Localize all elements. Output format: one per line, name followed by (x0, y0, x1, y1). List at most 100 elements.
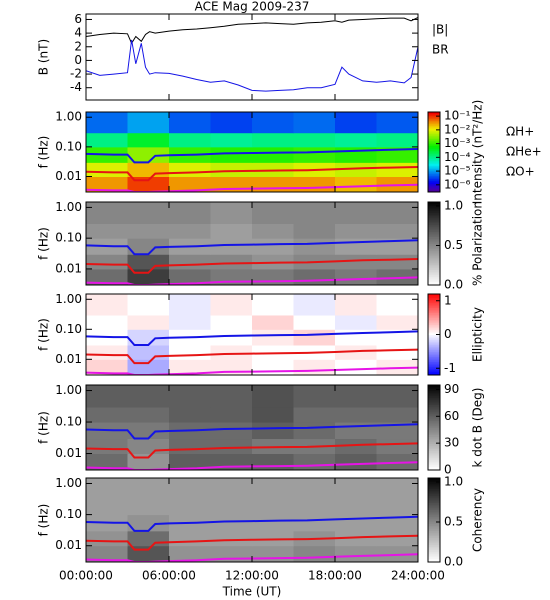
colorbar-step (428, 255, 440, 258)
heatmap-cell (252, 294, 294, 316)
colorbar-label: Coherency (471, 488, 485, 552)
colorbar-step (428, 416, 440, 420)
colorbar-step (428, 359, 440, 362)
colorbar-frame (427, 201, 441, 286)
heatmap-cell (210, 314, 253, 330)
colorbar-tick-label: 1.0 (444, 198, 463, 212)
heatmap-cell (210, 202, 253, 224)
colorbar-step (428, 125, 440, 128)
colorbar-step (428, 432, 440, 436)
heatmap-cell (210, 407, 253, 423)
colorbar-label: Ellipticity (471, 307, 485, 362)
colorbar-step (428, 178, 440, 181)
heatmap-cell (252, 422, 294, 440)
colorbar-step (428, 309, 440, 312)
heatmap-cell (127, 478, 170, 501)
y-axis-label: f (Hz) (37, 318, 51, 351)
heatmap-cell (293, 514, 336, 532)
heatmap-cell (169, 162, 211, 178)
colorbar-step (428, 422, 440, 425)
colorbar-step (428, 409, 440, 413)
colorbar-step (428, 112, 440, 115)
colorbar-step (428, 397, 440, 400)
colorbar-step (428, 539, 440, 542)
colorbar-step (428, 135, 440, 138)
colorbar-tick-label: 0 (444, 463, 452, 477)
colorbar-step (428, 411, 440, 414)
heatmap-cell (335, 422, 377, 440)
heatmap-cell (293, 238, 336, 255)
y-tick-label: 1.00 (55, 292, 82, 306)
colorbar-step (428, 388, 440, 391)
colorbar-step (428, 481, 440, 484)
heatmap-cell (127, 407, 170, 423)
colorbar-step (428, 558, 440, 561)
heatmap-cell (169, 294, 211, 316)
heatmap-cell (376, 294, 418, 316)
colorbar-step (428, 265, 440, 269)
colorbar-step (428, 271, 440, 274)
plot-area (86, 202, 418, 285)
colorbar-step (428, 304, 440, 307)
colorbar-step (428, 117, 440, 120)
colorbar-step (428, 461, 440, 464)
series-line (86, 366, 418, 375)
colorbar-step (428, 532, 440, 535)
colorbar-step (428, 349, 440, 352)
chart-title: ACE Mag 2009-237 (195, 0, 310, 14)
colorbar-step (428, 406, 440, 409)
colorbar-step (428, 527, 440, 530)
colorbar-label: Intensity (nT²/Hz) (471, 100, 485, 205)
colorbar-step (428, 180, 440, 183)
heatmap-cell (86, 254, 128, 270)
heatmap-cell (252, 514, 294, 532)
heatmap-cell (293, 146, 336, 163)
colorbar-step (428, 493, 440, 496)
colorbar-step (428, 466, 440, 469)
heatmap-cell (335, 438, 377, 455)
heatmap-cell (376, 132, 418, 148)
heatmap-cell (169, 268, 211, 285)
colorbar-tick-label: 10⁻⁶ (444, 177, 471, 191)
heatmap-cell (293, 545, 336, 562)
heatmap-cell (335, 162, 377, 178)
colorbar-step (428, 541, 440, 544)
heatmap-cell (86, 223, 128, 239)
colorbar-step (428, 439, 440, 443)
colorbar-step (428, 163, 440, 166)
colorbar-step (428, 452, 440, 455)
colorbar-step (428, 331, 440, 334)
colorbar-step (428, 348, 440, 351)
colorbar-step (428, 321, 440, 324)
heatmap-cell (169, 112, 211, 134)
colorbar-step (428, 310, 440, 314)
colorbar-tick-label: 10⁻² (444, 122, 471, 136)
colorbar-step (428, 227, 440, 231)
heatmap-cell (293, 268, 336, 285)
y-tick-label: 1.00 (55, 383, 82, 397)
colorbar-step (428, 399, 440, 402)
colorbar-step (428, 140, 440, 143)
colorbar-step (428, 281, 440, 284)
heatmap-cell (293, 223, 336, 239)
colorbar-step (428, 283, 440, 286)
heatmap-cell (335, 112, 377, 134)
heatmap-cell (293, 453, 336, 470)
series-line (86, 515, 418, 532)
colorbar-step (428, 368, 440, 371)
heatmap-cell (127, 530, 170, 547)
heatmap-cell (127, 514, 170, 532)
heatmap-cell (86, 499, 128, 516)
colorbar-tick-label: 10⁻⁵ (444, 164, 471, 178)
x-tick-label: 12:00:00 (225, 569, 279, 583)
colorbar-step (428, 264, 440, 267)
heatmap-cell (376, 545, 418, 562)
colorbar-step (428, 548, 440, 551)
heatmap-cell (169, 453, 211, 470)
colorbar-step (428, 516, 440, 519)
y-tick-label: 0.01 (55, 261, 82, 275)
heatmap-cell (335, 530, 377, 547)
heatmap-cell (252, 407, 294, 423)
colorbar-step (428, 250, 440, 253)
heatmap-cell (335, 344, 377, 360)
